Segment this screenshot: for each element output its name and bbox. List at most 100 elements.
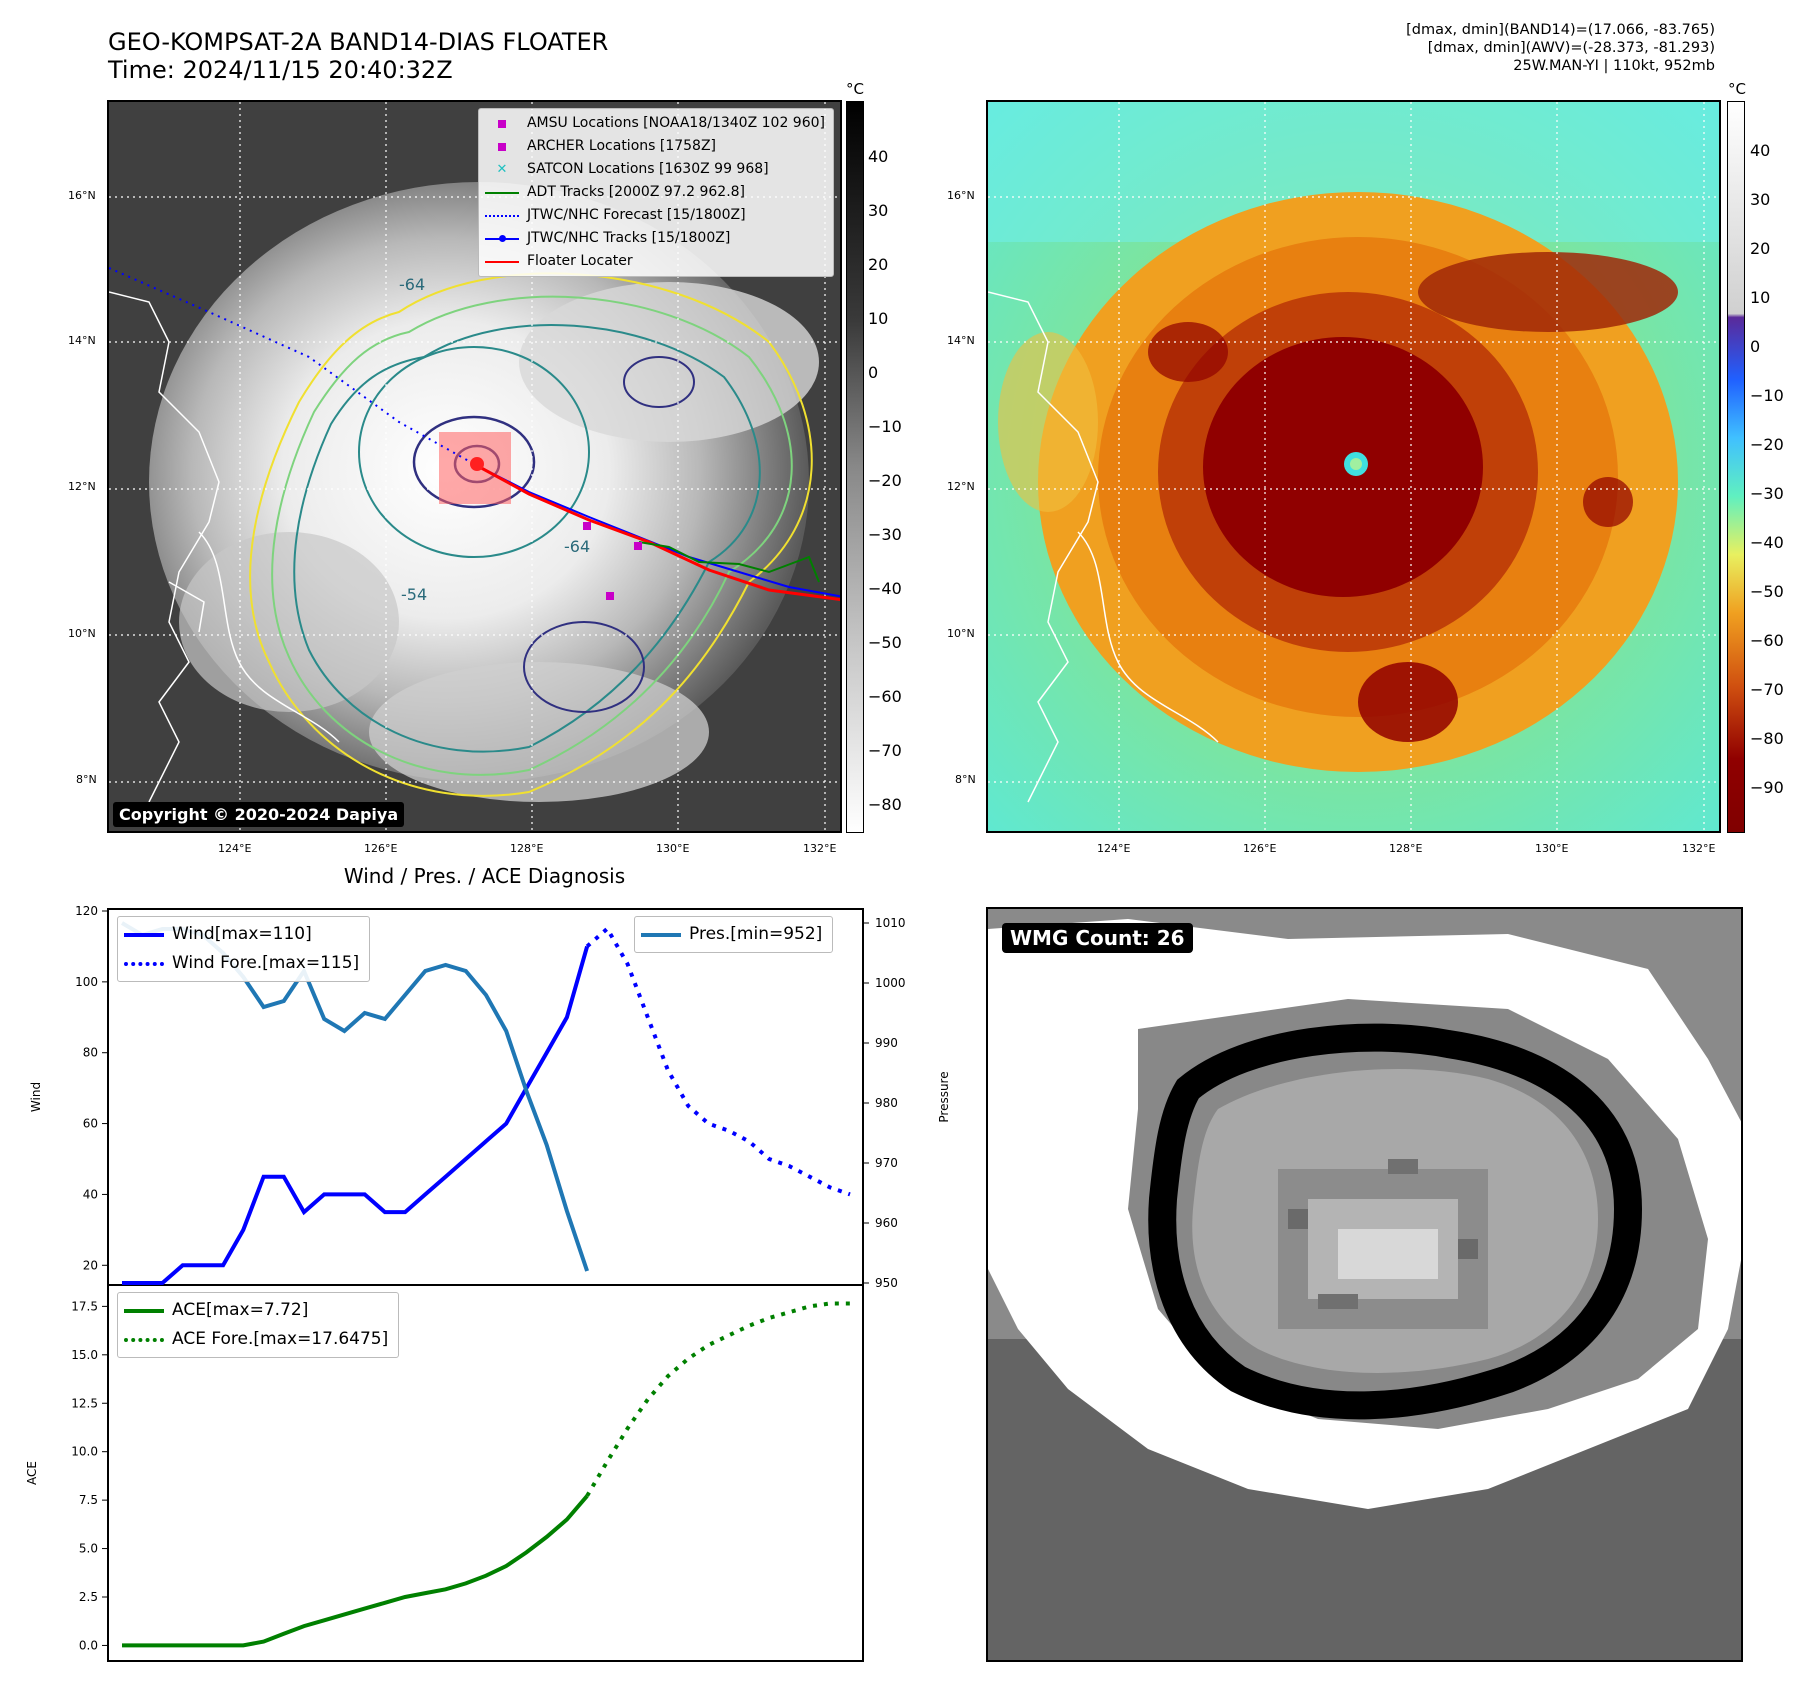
- tick-label: 5.0: [79, 1542, 98, 1556]
- cb-tick: 10: [868, 309, 889, 328]
- cb-tick: −20: [868, 471, 902, 490]
- wmg-count-badge: WMG Count: 26: [1002, 923, 1193, 953]
- tick-label: 1010: [875, 916, 906, 930]
- contours: [249, 272, 813, 797]
- solid-line-icon: [641, 932, 681, 937]
- lon-tick: 128°E: [1389, 842, 1423, 855]
- cb-tick: −30: [1750, 484, 1784, 503]
- legend-label: ACE Fore.[max=17.6475]: [172, 1329, 389, 1349]
- lon-tick: 130°E: [1535, 842, 1569, 855]
- cb-tick: 10: [1750, 288, 1771, 307]
- legend-label: AMSU Locations [NOAA18/1340Z 102 960]: [526, 115, 825, 131]
- ace-axis-label: ACE: [25, 1461, 39, 1485]
- tick-label: 950: [875, 1276, 898, 1290]
- grayscale-colorbar: [846, 101, 864, 833]
- contour-label-64b: -64: [399, 275, 425, 294]
- lon-tick: 130°E: [656, 842, 690, 855]
- cb-tick: 20: [868, 255, 889, 274]
- wind-series-line: [122, 945, 590, 1285]
- pressure-axis-label: Pressure: [937, 1071, 951, 1122]
- cb-tick: 20: [1750, 239, 1771, 258]
- tick-label: 980: [875, 1096, 898, 1110]
- adt-track: [638, 541, 820, 583]
- chart-time: Time: 2024/11/15 20:40:32Z: [108, 56, 453, 84]
- tick-label: 2.5: [79, 1590, 98, 1604]
- lat-tick: 14°N: [68, 334, 96, 347]
- solid-line-icon: [124, 1308, 164, 1313]
- diagnosis-title: Wind / Pres. / ACE Diagnosis: [343, 864, 626, 888]
- legend-ace-forecast: ACE Fore.[max=17.6475]: [124, 1325, 388, 1354]
- ir-map-panel: -64 -64 -54: [107, 100, 842, 833]
- copyright-badge: Copyright © 2020-2024 Dapiya: [113, 802, 405, 827]
- line-marker-icon: [484, 255, 519, 269]
- wind-forecast-line: [585, 925, 851, 1197]
- lat-tick: 16°N: [68, 189, 96, 202]
- storm-center: [470, 457, 484, 471]
- legend-satcon: ✕ SATCON Locations [1630Z 99 968]: [485, 158, 825, 181]
- cb-tick: −30: [868, 525, 902, 544]
- ace-legend: ACE[max=7.72] ACE Fore.[max=17.6475]: [117, 1292, 400, 1358]
- cb-tick: −40: [868, 579, 902, 598]
- dotted-line-icon: [484, 209, 519, 223]
- lat-tick: 10°N: [68, 627, 96, 640]
- cb-tick: −10: [1750, 386, 1784, 405]
- legend-label: Wind Fore.[max=115]: [172, 953, 360, 973]
- square-marker-icon: [485, 117, 519, 131]
- square-marker-icon: [485, 140, 519, 154]
- awv-range: [dmax, dmin](AWV)=(-28.373, -81.293): [1427, 40, 1715, 56]
- cb-tick: −80: [868, 795, 902, 814]
- legend-wind: Wind[max=110]: [124, 920, 359, 949]
- amsu-markers: [583, 522, 642, 600]
- pressure-legend: Pres.[min=952]: [634, 916, 834, 953]
- storm-eye-core: [1350, 458, 1362, 470]
- tick-label: 60: [83, 1117, 98, 1131]
- cb-tick: 30: [868, 201, 889, 220]
- x-marker-icon: ✕: [496, 162, 508, 177]
- lon-tick: 124°E: [1097, 842, 1131, 855]
- legend-label: Floater Locater: [526, 253, 633, 269]
- tick-label: 990: [875, 1036, 898, 1050]
- legend-label: SATCON Locations [1630Z 99 968]: [526, 161, 769, 177]
- legend-pressure: Pres.[min=952]: [641, 920, 822, 949]
- legend-amsu: AMSU Locations [NOAA18/1340Z 102 960]: [485, 112, 825, 135]
- lat-tick: 8°N: [76, 773, 97, 786]
- cb-tick: 0: [868, 363, 879, 382]
- legend-adt: ADT Tracks [2000Z 97.2 962.8]: [484, 181, 825, 204]
- solid-line-icon: [124, 932, 164, 937]
- cb-tick: −50: [1750, 582, 1784, 601]
- forecast-track: [109, 267, 475, 465]
- tick-label: 40: [83, 1187, 98, 1201]
- floater-track: [473, 462, 840, 601]
- legend-label: Wind[max=110]: [172, 924, 312, 944]
- lat-tick: 12°N: [68, 480, 96, 493]
- dot-line-icon: [484, 232, 519, 246]
- dotted-line-icon: [124, 961, 164, 966]
- dotted-line-icon: [124, 1337, 164, 1342]
- map-grid: [988, 102, 1719, 831]
- cb-tick: 40: [868, 147, 889, 166]
- tick-label: 960: [875, 1216, 898, 1230]
- cb-tick: −70: [868, 741, 902, 760]
- wind-legend: Wind[max=110] Wind Fore.[max=115]: [117, 916, 371, 982]
- cb-tick: −40: [1750, 533, 1784, 552]
- tick-label: 120: [75, 904, 98, 918]
- tick-label: 15.0: [71, 1348, 98, 1362]
- lon-tick: 132°E: [803, 842, 837, 855]
- storm-info: 25W.MAN-YI | 110kt, 952mb: [1513, 58, 1715, 74]
- tick-label: 80: [83, 1046, 98, 1060]
- tick-label: 12.5: [71, 1396, 98, 1410]
- lon-tick: 128°E: [510, 842, 544, 855]
- cb-tick: −60: [1750, 631, 1784, 650]
- tick-label: 10.0: [71, 1445, 98, 1459]
- ace-forecast-line: [585, 1301, 850, 1497]
- lat-tick: 8°N: [955, 773, 976, 786]
- tick-label: 1000: [875, 976, 906, 990]
- legend-label: JTWC/NHC Forecast [15/1800Z]: [526, 207, 746, 223]
- tick-label: 0.0: [79, 1638, 98, 1652]
- enhanced-ir-map: [988, 102, 1719, 831]
- legend-label: ACE[max=7.72]: [172, 1300, 309, 1320]
- pressure-y-ticks: 1010 1000 990 980 970 960 950: [863, 916, 906, 1290]
- cb-tick: −10: [868, 417, 902, 436]
- cb-tick: −50: [868, 633, 902, 652]
- lat-tick: 10°N: [947, 627, 975, 640]
